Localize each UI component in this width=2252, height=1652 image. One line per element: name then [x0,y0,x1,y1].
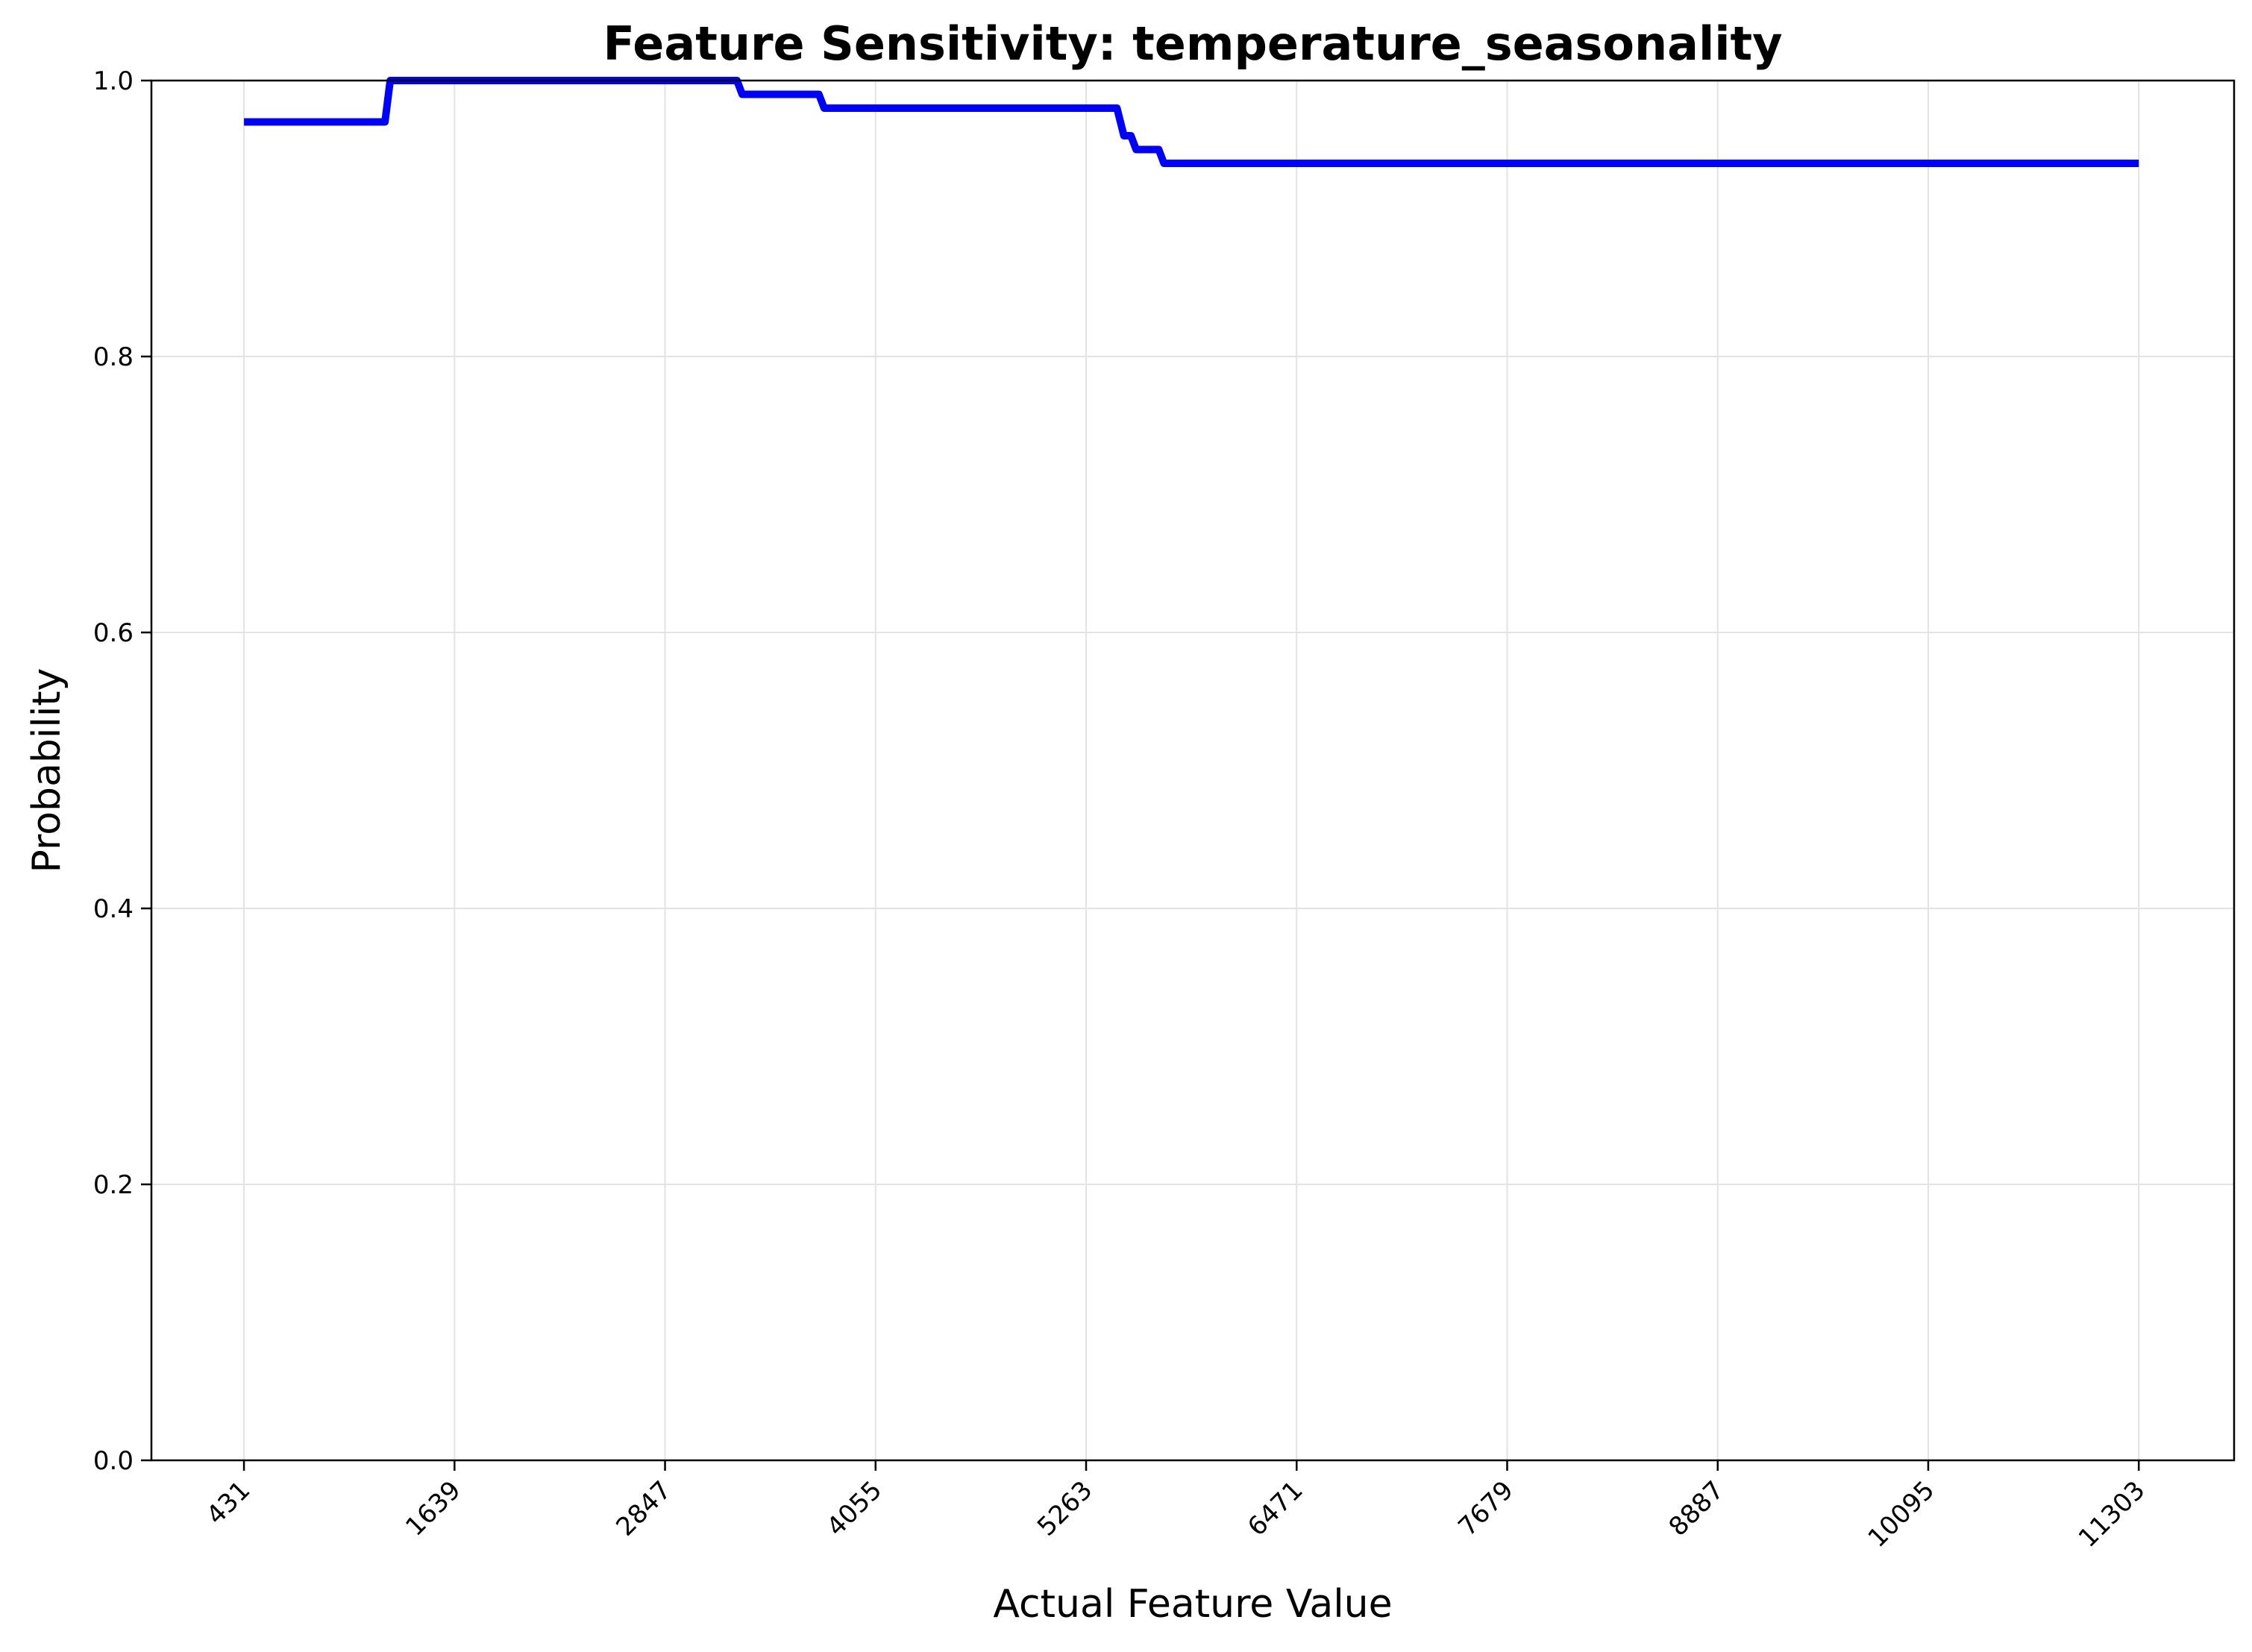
y-tick-label: 0.6 [93,618,134,648]
y-tick-label: 0.2 [93,1170,134,1200]
x-axis-label: Actual Feature Value [993,1582,1392,1627]
y-tick-label: 1.0 [93,66,134,96]
y-axis-label: Probability [25,668,69,873]
plot-frame [150,79,2236,1462]
y-tick-label: 0.0 [93,1446,134,1476]
chart-title: Feature Sensitivity: temperature_seasona… [603,16,1782,71]
y-tick-label: 0.8 [93,342,134,372]
y-tick-label: 0.4 [93,894,134,924]
y-axis-ticks: 0.0 0.2 0.4 0.6 0.8 1.0 [93,66,151,1476]
